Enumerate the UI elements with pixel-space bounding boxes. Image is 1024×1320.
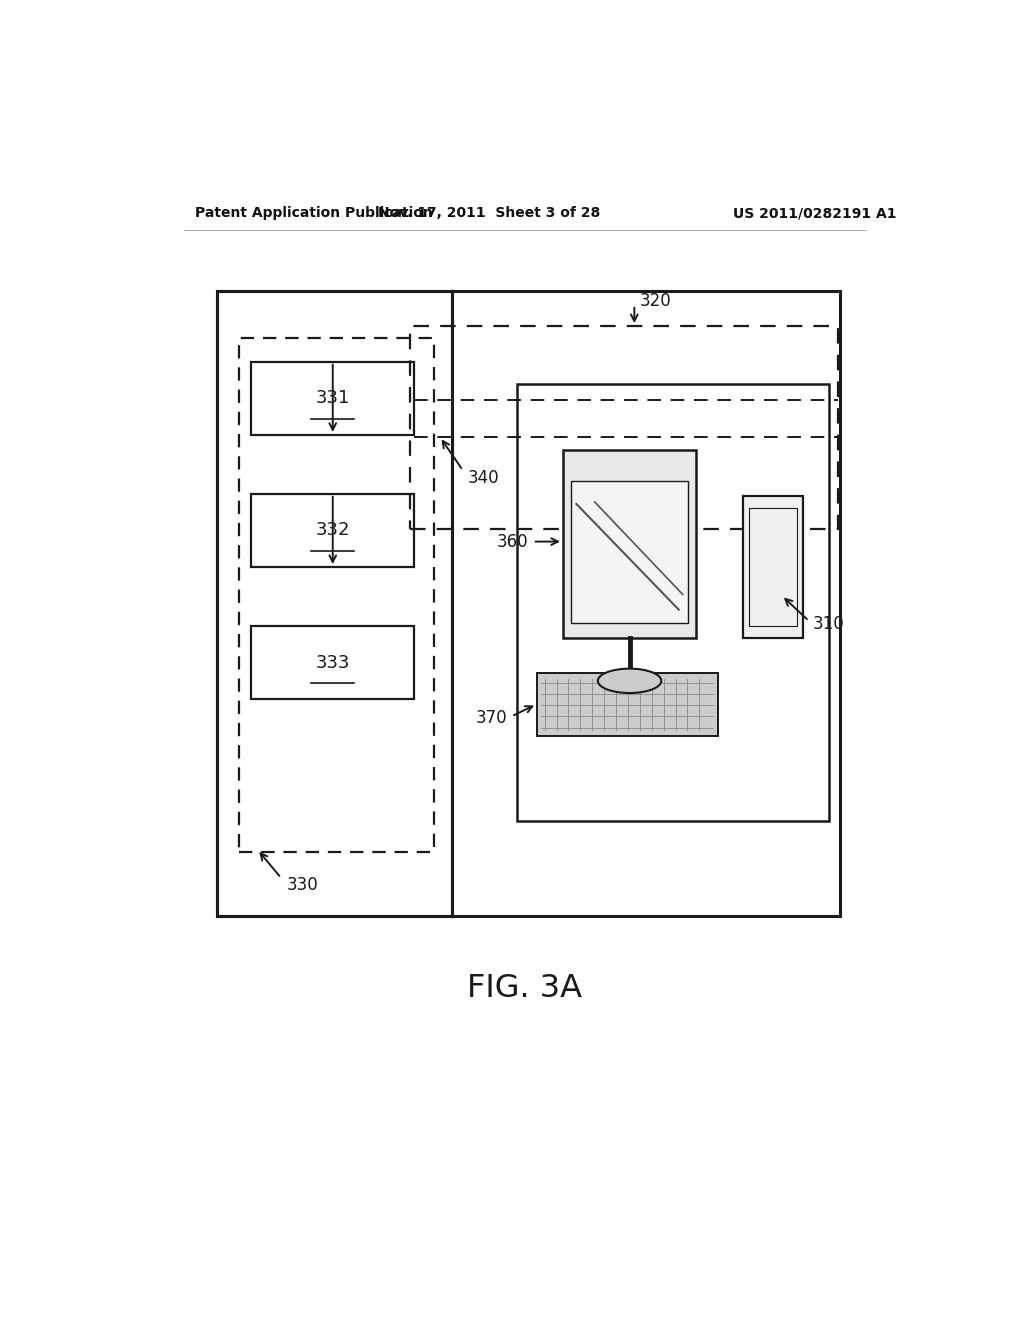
Text: 320: 320 [640,292,672,310]
Bar [743,496,803,638]
Text: 332: 332 [315,521,350,540]
Bar [570,480,688,623]
Bar [563,450,696,638]
Bar [251,626,414,700]
Text: 310: 310 [813,615,845,632]
Text: 330: 330 [287,876,318,894]
Text: 333: 333 [315,653,350,672]
Text: 360: 360 [497,532,528,550]
Bar [240,338,433,851]
Bar [251,362,414,434]
Bar [217,290,840,916]
Text: Patent Application Publication: Patent Application Publication [196,206,433,220]
Text: US 2011/0282191 A1: US 2011/0282191 A1 [733,206,896,220]
Bar [217,290,452,916]
Text: Nov. 17, 2011  Sheet 3 of 28: Nov. 17, 2011 Sheet 3 of 28 [378,206,600,220]
Bar [517,384,828,821]
Text: 340: 340 [468,469,500,487]
Text: 331: 331 [315,389,350,408]
Text: 370: 370 [476,709,507,727]
Bar [410,326,839,529]
Bar [749,508,797,626]
Text: FIG. 3A: FIG. 3A [467,973,583,1005]
Bar [537,673,718,735]
Ellipse shape [598,669,662,693]
Bar [251,494,414,568]
